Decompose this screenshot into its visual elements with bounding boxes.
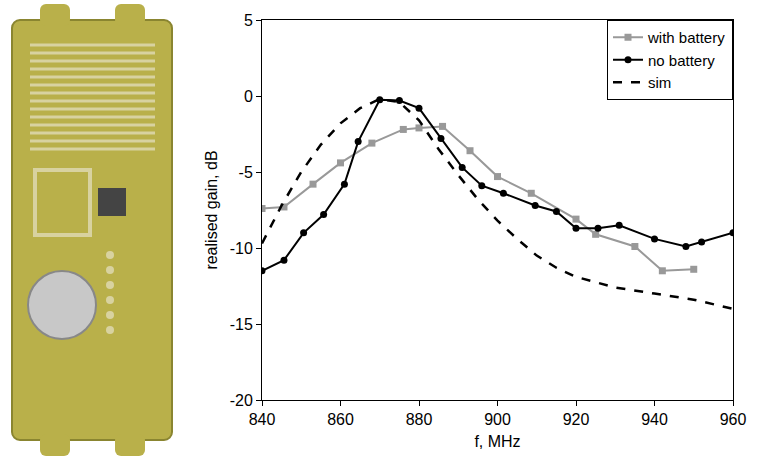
svg-text:-5: -5 — [239, 164, 253, 181]
svg-text:-10: -10 — [230, 240, 253, 257]
svg-text:920: 920 — [563, 411, 590, 428]
svg-text:880: 880 — [406, 411, 433, 428]
svg-text:940: 940 — [641, 411, 668, 428]
svg-text:840: 840 — [249, 411, 276, 428]
svg-text:-20: -20 — [230, 392, 253, 409]
svg-text:sim: sim — [648, 74, 671, 91]
svg-text:-15: -15 — [230, 316, 253, 333]
svg-text:no battery: no battery — [648, 52, 715, 69]
svg-text:f, MHz: f, MHz — [474, 433, 520, 450]
svg-text:5: 5 — [244, 12, 253, 29]
svg-text:realised gain, dB: realised gain, dB — [203, 150, 220, 269]
svg-text:900: 900 — [484, 411, 511, 428]
svg-text:960: 960 — [720, 411, 747, 428]
svg-text:0: 0 — [244, 88, 253, 105]
svg-text:860: 860 — [327, 411, 354, 428]
svg-text:with battery: with battery — [647, 29, 725, 46]
